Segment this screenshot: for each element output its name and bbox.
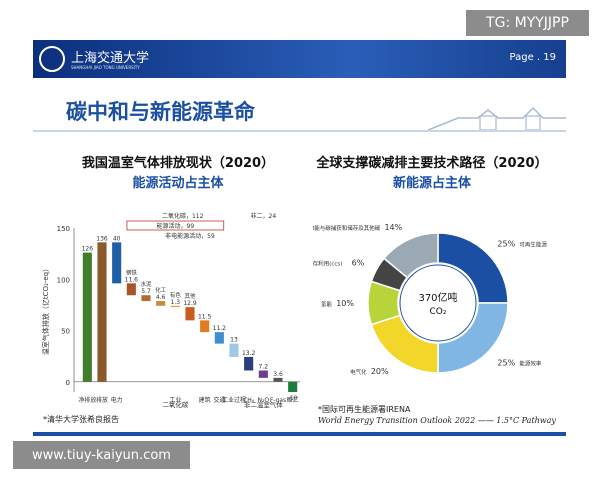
y-axis-label: 温室气体排放（亿tCO₂-eq）: [41, 265, 50, 355]
university-name-en: SHANGHAI JIAO TONG UNIVERSITY: [71, 65, 140, 70]
bar: [185, 307, 195, 321]
donut-center: [399, 264, 477, 342]
bar: [156, 301, 166, 306]
group-label: 二氧化碳: [162, 400, 189, 409]
right-source-note: *国际可再生能源署IRENA: [318, 405, 411, 414]
data-label: 4.6: [156, 294, 166, 301]
annotation: 非二，24: [251, 212, 277, 220]
bar: [229, 343, 239, 357]
left-chart-title: 我国温室气体排放现状（2020）: [81, 156, 275, 171]
bar: [82, 252, 92, 382]
slice-percent-label: 10%: [336, 299, 354, 308]
bar: [273, 377, 283, 382]
bar: [200, 320, 210, 333]
x-tick-label: 工业: [169, 396, 181, 404]
data-label: 11.5: [198, 313, 212, 320]
slide-title: 碳中和与新能源革命: [66, 100, 255, 124]
data-label: 126: [82, 246, 94, 253]
x-tick-label: N₂O: [258, 397, 270, 404]
slice-percent-label: 14%: [384, 223, 402, 232]
x-tick-label: CH₄: [243, 397, 255, 404]
slice-percent-label: 6%: [352, 259, 365, 268]
slice-name-label: 能源效率: [519, 359, 542, 367]
bar-name-label: 有色: [170, 291, 182, 299]
y-tick-label: 50: [61, 328, 70, 336]
y-tick-label: 100: [57, 276, 70, 284]
data-label: 12.9: [183, 300, 197, 307]
right-chart-subtitle: 新能源占主体: [392, 176, 471, 191]
campus-gate-icon: [428, 106, 566, 131]
pie-slice: [383, 232, 439, 279]
center-value: 370亿吨: [418, 291, 457, 304]
slice-name-label: 氢能: [321, 300, 333, 308]
highlight-box: [126, 220, 225, 231]
slice-percent-label: 20%: [371, 367, 389, 376]
slice-percent-label: 25%: [497, 240, 515, 249]
data-label: 40: [113, 235, 121, 242]
bar: [288, 381, 298, 392]
data-label: 3.6: [273, 371, 283, 378]
annotation: 二氧化碳，112: [162, 212, 204, 220]
bar-name-label: 水泥: [140, 280, 152, 288]
university-name: 上海交通大学: [71, 51, 150, 66]
slice-name-label: 电气化: [350, 368, 367, 376]
annotation: 非电能源活动，59: [165, 232, 215, 240]
data-label: 11.6: [125, 276, 139, 283]
slice-name-label: 碳捕获和储存利用(ccs): [313, 260, 342, 268]
slice-name-label: 生物能与碳捕获和储存及其他碳: [313, 224, 381, 232]
bar: [170, 305, 180, 308]
data-label: 13: [230, 337, 238, 344]
left-chart-subtitle: 能源活动占主体: [132, 176, 224, 191]
bar-name-label: 钢铁: [126, 268, 138, 276]
data-label: 5.7: [141, 288, 151, 295]
bar: [258, 370, 268, 378]
x-tick-label: 净排放: [78, 396, 96, 404]
data-label: 1.3: [171, 299, 181, 306]
x-tick-label: 建筑: [199, 396, 211, 404]
slice-name-label: 可再生能源: [519, 241, 547, 249]
slide-bottom-bar: [33, 432, 566, 436]
right-source-note-en: World Energy Transition Outlook 2022 —— …: [318, 416, 556, 425]
bar-name-label: 其他: [184, 292, 196, 300]
slide: 上海交通大学 SHANGHAI JIAO TONG UNIVERSITY Pag…: [33, 40, 566, 436]
bar: [112, 242, 122, 284]
x-tick-label: F-gas: [270, 397, 286, 404]
page-number: Page . 19: [509, 52, 556, 63]
bar: [214, 332, 224, 344]
bar: [97, 242, 107, 382]
group-label: 非二温室气体: [244, 400, 284, 409]
watermark-bottom: www.tiuy-kaiyun.com: [13, 441, 190, 469]
university-logo-icon: [39, 46, 65, 72]
watermark-top: TG: MYYJJPP: [466, 10, 589, 36]
left-source-note: *清华大学张希良报告: [43, 415, 119, 424]
bar-name-label: 化工: [155, 286, 167, 294]
y-tick-label: 150: [57, 225, 70, 233]
center-unit: CO₂: [430, 307, 447, 317]
data-label: 136: [96, 235, 108, 242]
data-label: 13.2: [242, 350, 256, 357]
bar: [126, 283, 136, 296]
x-tick-label: 电力: [111, 396, 123, 404]
bar: [141, 295, 151, 302]
annotation: 能源活动，99: [157, 222, 195, 230]
data-label: 7.2: [259, 363, 269, 370]
data-label: -10: [288, 395, 298, 402]
data-label: 11.2: [213, 325, 227, 332]
right-chart-title: 全球支撑碳减排主要技术路径（2020）: [316, 156, 548, 171]
x-tick-label: 交通: [213, 396, 225, 404]
slice-percent-label: 25%: [497, 358, 515, 367]
slide-header: 上海交通大学 SHANGHAI JIAO TONG UNIVERSITY Pag…: [33, 40, 566, 78]
bar: [244, 356, 254, 371]
title-divider: [33, 130, 566, 132]
decarbonization-donut-chart: 25% 可再生能源 25% 能源效率 20% 电气化 10%氢能 6% 碳捕获和储存利用(ccs…: [313, 223, 547, 376]
x-tick-label: 排放: [96, 396, 108, 404]
y-tick-label: 0: [66, 379, 70, 387]
x-tick-label: 工业过程: [222, 396, 246, 404]
x-tick-label: 碳汇: [287, 396, 299, 404]
